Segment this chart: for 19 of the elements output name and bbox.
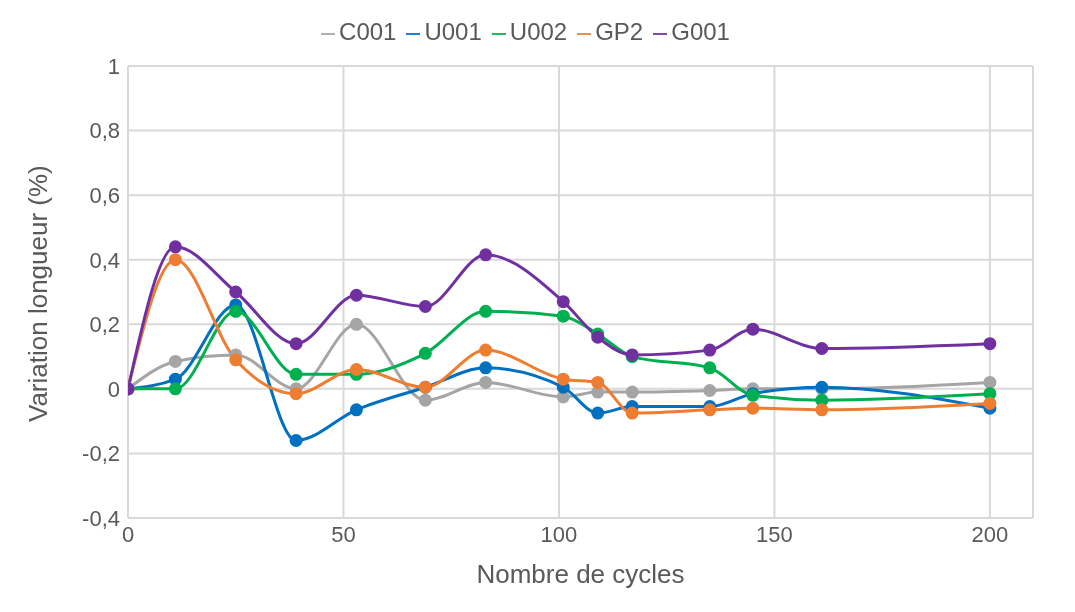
y-axis-title: Variation longueur (%) [23,165,54,422]
legend-label: U002 [509,18,568,45]
legend-label: G001 [671,18,730,45]
x-tick-label: 50 [331,521,356,547]
x-axis-title: Nombre de cycles [476,559,685,589]
x-tick-label: 150 [756,521,793,547]
y-tick-label: -0,2 [82,441,120,467]
legend-label: C001 [339,18,397,45]
y-tick-label: 0 [107,376,120,402]
legend-label: GP2 [595,18,644,45]
y-tick-label: 0,2 [89,312,120,338]
y-tick-label: 0,8 [89,118,120,144]
legend-label: U001 [424,18,482,45]
x-tick-label: 100 [540,521,578,547]
y-tick-label: 1 [107,53,120,79]
x-tick-label: 200 [971,521,1009,547]
y-tick-label: -0,4 [82,505,120,531]
y-tick-label: 0,4 [89,247,120,273]
y-tick-label: 0,6 [89,182,120,208]
